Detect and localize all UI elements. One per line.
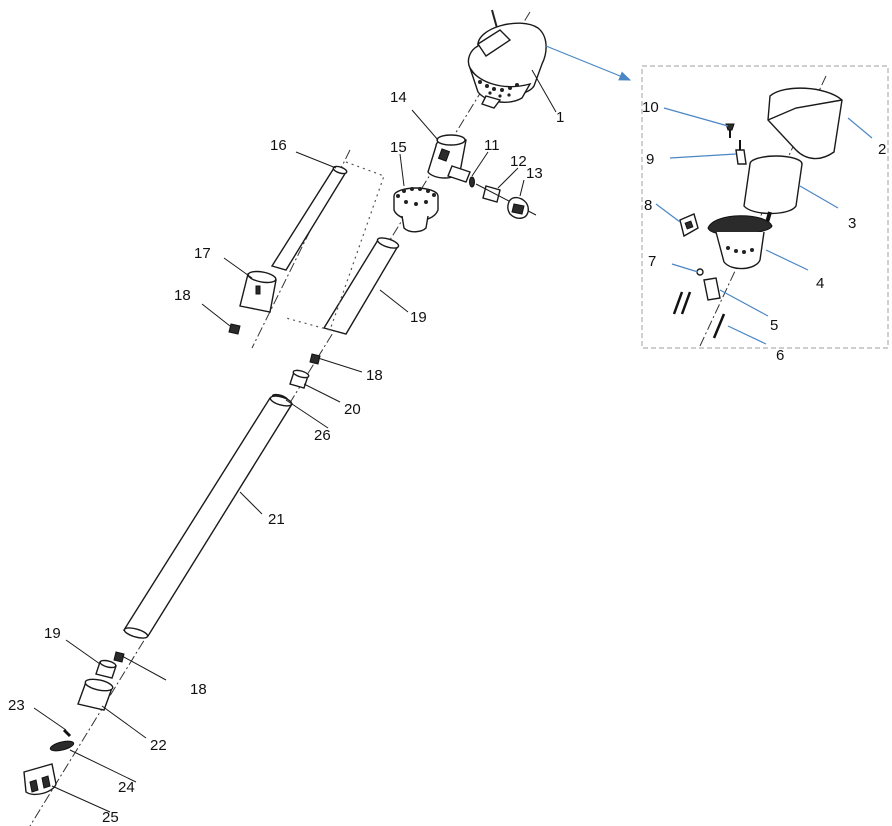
callout-14: 14 — [390, 89, 407, 106]
part-6-long-bolt — [712, 313, 726, 339]
callout-17: 17 — [194, 245, 211, 262]
part-8-cable-clamp — [679, 213, 699, 238]
part-23-pin — [62, 728, 72, 738]
part-11-side-seal — [469, 176, 475, 188]
callout-2: 2 — [878, 141, 886, 158]
inset-detail-frame — [641, 65, 889, 349]
part-12-side-connector — [475, 183, 537, 216]
callout-19-upper: 19 — [410, 309, 427, 326]
callout-16: 16 — [270, 137, 287, 154]
callout-21: 21 — [268, 511, 285, 528]
part-13-side-nut — [507, 196, 529, 219]
part-7-bolts — [672, 291, 692, 315]
part-5-terminal-block — [703, 277, 721, 301]
part-9-switch — [735, 140, 747, 165]
part-20-spacer — [289, 369, 310, 389]
part-25-strainer-base — [23, 763, 57, 796]
callout-4: 4 — [816, 275, 824, 292]
part-22-lower-housing — [77, 678, 114, 711]
inset-pointer-arrow — [545, 45, 632, 81]
callout-11: 11 — [484, 137, 500, 154]
part-17-coupling — [239, 270, 277, 313]
callout-9: 9 — [646, 151, 654, 168]
callout-18-centre: 18 — [366, 367, 383, 384]
callout-7: 7 — [648, 253, 656, 270]
part-18-nut-left — [228, 323, 241, 335]
callout-5: 5 — [770, 317, 778, 334]
callout-8: 8 — [644, 197, 652, 214]
callout-1: 1 — [556, 109, 564, 126]
callout-18-lower: 18 — [190, 681, 207, 698]
callout-18-upper-left: 18 — [174, 287, 191, 304]
callout-23: 23 — [8, 697, 25, 714]
callout-25: 25 — [102, 809, 119, 826]
callout-3: 3 — [848, 215, 856, 232]
callout-12: 12 — [510, 153, 527, 170]
part-16-long-rod — [251, 149, 351, 349]
part-1-motor-head — [467, 9, 547, 109]
callout-6: 6 — [776, 347, 784, 364]
part-19-upper-tube — [322, 237, 400, 335]
leader-lines — [33, 69, 873, 813]
callout-24: 24 — [118, 779, 135, 796]
part-15-pump-bowl — [393, 187, 439, 233]
callout-19-lower: 19 — [44, 625, 61, 642]
callout-13: 13 — [526, 165, 543, 182]
callout-labels: 1 2 3 4 5 6 7 8 9 10 11 12 13 14 15 16 1… — [8, 89, 886, 826]
part-2-motor-cover — [767, 87, 843, 160]
callout-10: 10 — [642, 99, 659, 116]
callout-22: 22 — [150, 737, 167, 754]
callout-15: 15 — [390, 139, 407, 156]
part-24-impeller-disk — [49, 740, 75, 752]
callout-26: 26 — [314, 427, 331, 444]
part-14-upper-housing — [427, 134, 471, 183]
part-19-lower-sleeve — [95, 659, 117, 679]
part-3-motor — [743, 155, 803, 227]
callout-20: 20 — [344, 401, 361, 418]
part-18-nut-centre — [309, 353, 321, 365]
part-4-pump-head — [707, 215, 773, 270]
part-18-nut-lower — [113, 651, 125, 663]
